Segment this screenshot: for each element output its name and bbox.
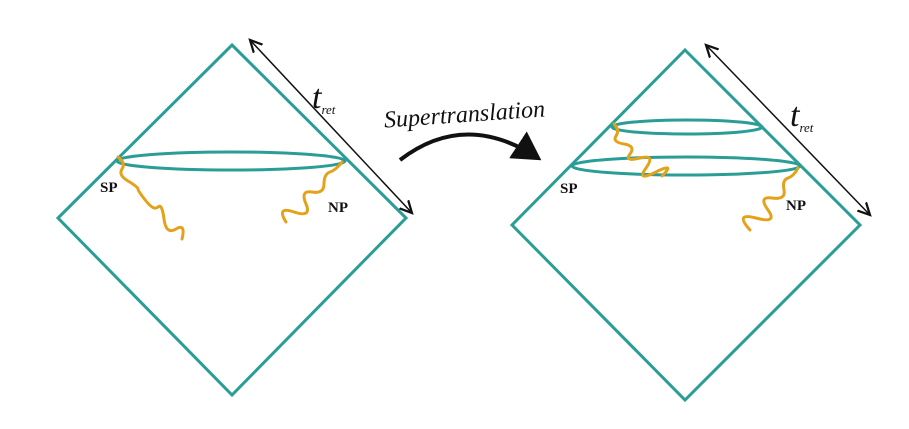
north-pole-label: NP [328,200,348,216]
transformation-arrow [400,134,538,160]
time-subscript: ret [321,102,335,117]
diamond [512,50,860,400]
right-penrose-diagram: tret SP NP [512,45,870,400]
shifted-ring [612,120,762,134]
transformation-label: Supertranslation [383,96,546,133]
left-penrose-diagram: tret SP NP [58,40,412,395]
horizon-ring [117,152,345,170]
north-pole-label: NP [786,198,806,214]
diamond [58,45,406,395]
time-label: tret [312,79,336,117]
horizon-ring [572,157,800,175]
time-arrow [706,45,870,215]
south-pole-label: SP [100,180,118,196]
diagram: tret SP NP Supertranslation tret SP NP [0,0,909,429]
transformation: Supertranslation [383,96,546,160]
south-pole-label: SP [560,181,578,197]
time-subscript: ret [799,120,813,135]
time-label: tret [790,97,814,135]
